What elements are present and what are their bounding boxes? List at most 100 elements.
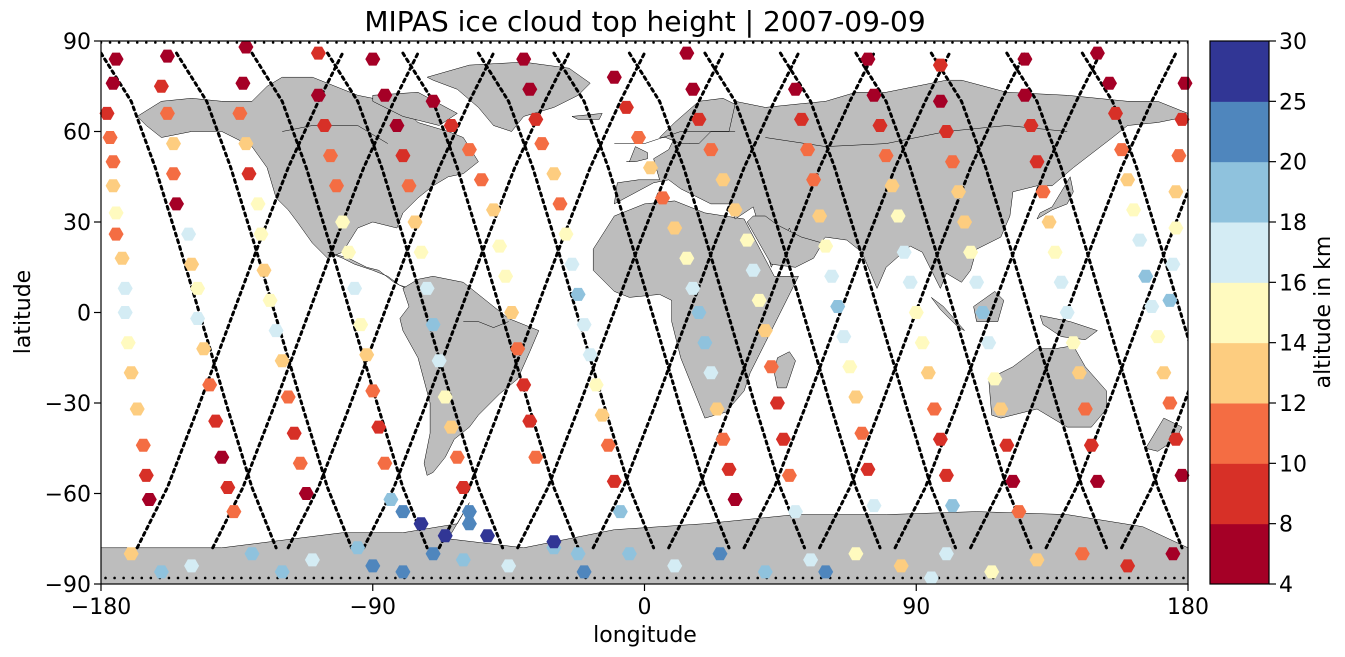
polar-sample-dot xyxy=(511,576,515,580)
cloud-top-marker xyxy=(1177,76,1193,90)
cloud-top-marker xyxy=(395,149,411,163)
cloud-top-marker xyxy=(105,155,121,169)
cloud-top-marker xyxy=(498,269,514,283)
polar-sample-dot xyxy=(842,41,846,44)
polar-sample-dot xyxy=(634,41,637,44)
polar-sample-dot xyxy=(597,41,601,44)
cloud-top-marker xyxy=(365,384,381,398)
map-coastline-layer xyxy=(282,125,1068,328)
y-tick-label: 30 xyxy=(63,211,91,236)
cloud-top-marker xyxy=(256,263,272,277)
polar-sample-dot xyxy=(394,576,397,580)
polar-sample-dot xyxy=(122,576,125,580)
cloud-top-marker xyxy=(1168,432,1184,446)
cloud-top-marker xyxy=(310,46,326,60)
cloud-top-marker xyxy=(383,493,399,506)
cloud-top-marker xyxy=(685,82,701,96)
cloud-top-marker xyxy=(923,571,939,585)
polar-sample-dot xyxy=(1087,41,1090,44)
cloud-top-marker xyxy=(975,306,991,319)
polar-sample-dot xyxy=(412,576,415,580)
polar-sample-dot xyxy=(620,576,624,580)
cloud-top-marker xyxy=(600,438,616,452)
land-great-britain xyxy=(626,146,648,162)
cloud-top-marker xyxy=(238,137,254,151)
polar-sample-dot xyxy=(144,41,148,44)
polar-sample-dot xyxy=(602,576,606,580)
polar-sample-dot xyxy=(167,576,171,580)
polar-sample-dot xyxy=(715,41,719,44)
polar-sample-dot xyxy=(475,576,479,580)
cloud-top-marker xyxy=(1029,155,1045,169)
cloud-top-marker xyxy=(480,529,495,543)
polar-sample-dot xyxy=(280,41,284,44)
polar-sample-dot xyxy=(810,576,814,580)
polar-sample-dot xyxy=(267,576,270,580)
cloud-top-marker xyxy=(1059,306,1075,319)
polar-sample-dot xyxy=(579,41,583,44)
polar-sample-dot xyxy=(760,41,764,44)
cloud-top-marker xyxy=(751,293,767,307)
polar-sample-dot xyxy=(1073,576,1077,580)
polar-sample-dot xyxy=(1023,41,1027,44)
cloud-top-marker xyxy=(703,366,719,380)
cloud-top-marker xyxy=(298,487,314,500)
polar-sample-dot xyxy=(856,576,859,580)
cloud-top-marker xyxy=(667,559,683,573)
cloud-top-marker xyxy=(235,76,251,90)
polar-sample-dot xyxy=(117,41,121,44)
cloud-top-marker xyxy=(951,185,966,199)
polar-sample-dot xyxy=(652,41,655,44)
cloud-top-marker xyxy=(564,257,580,271)
polar-sample-dot xyxy=(860,41,864,44)
colorbar-tick-label: 16 xyxy=(1279,271,1307,296)
polar-sample-dot xyxy=(729,576,732,580)
cloud-top-marker xyxy=(123,366,139,380)
cloud-top-marker xyxy=(818,239,834,253)
cloud-top-marker xyxy=(1053,275,1069,289)
cloud-top-marker xyxy=(1120,173,1136,187)
polar-sample-dot xyxy=(914,41,918,44)
polar-sample-dot xyxy=(1032,41,1036,44)
cloud-top-marker xyxy=(425,547,441,561)
polar-sample-dot xyxy=(774,576,778,580)
cloud-top-marker xyxy=(304,553,320,567)
polar-sample-dot xyxy=(502,576,506,580)
cloud-top-marker xyxy=(800,143,816,157)
cloud-top-marker xyxy=(449,450,465,464)
cloud-top-marker xyxy=(108,206,124,220)
polar-sample-dot xyxy=(1041,41,1045,44)
cloud-top-marker xyxy=(914,336,930,350)
cloud-top-marker xyxy=(893,559,909,573)
cloud-top-marker xyxy=(1029,553,1045,567)
polar-sample-dot xyxy=(149,576,153,580)
cloud-top-marker xyxy=(220,481,236,494)
cloud-top-marker xyxy=(253,227,269,241)
polar-sample-dot xyxy=(298,41,302,44)
y-axis-label: latitude xyxy=(11,270,36,354)
cloud-top-marker xyxy=(588,378,604,392)
x-tick-label: 180 xyxy=(1167,595,1209,620)
cloud-top-marker xyxy=(848,547,864,561)
cloud-top-marker xyxy=(836,330,852,344)
cloud-top-marker xyxy=(854,426,870,440)
polar-sample-dot xyxy=(525,41,529,44)
colorbar-tick-label: 18 xyxy=(1279,211,1307,236)
cloud-top-marker xyxy=(932,432,948,446)
polar-sample-dot xyxy=(982,576,986,580)
colorbar-bin xyxy=(1210,101,1269,163)
polar-sample-dot xyxy=(271,41,275,44)
cloud-top-marker xyxy=(1017,52,1033,66)
colorbar-tick-label: 8 xyxy=(1279,513,1293,538)
cloud-top-marker xyxy=(1171,149,1187,163)
polar-sample-dot xyxy=(969,41,972,44)
cloud-top-marker xyxy=(594,408,610,422)
cloud-top-marker xyxy=(963,245,979,259)
polar-sample-dot xyxy=(901,576,904,580)
polar-sample-dot xyxy=(181,41,184,44)
polar-sample-dot xyxy=(869,41,873,44)
polar-sample-dot xyxy=(770,41,773,44)
polar-sample-dot xyxy=(742,41,746,44)
polar-sample-dot xyxy=(493,576,497,580)
orbit-track xyxy=(175,51,354,550)
